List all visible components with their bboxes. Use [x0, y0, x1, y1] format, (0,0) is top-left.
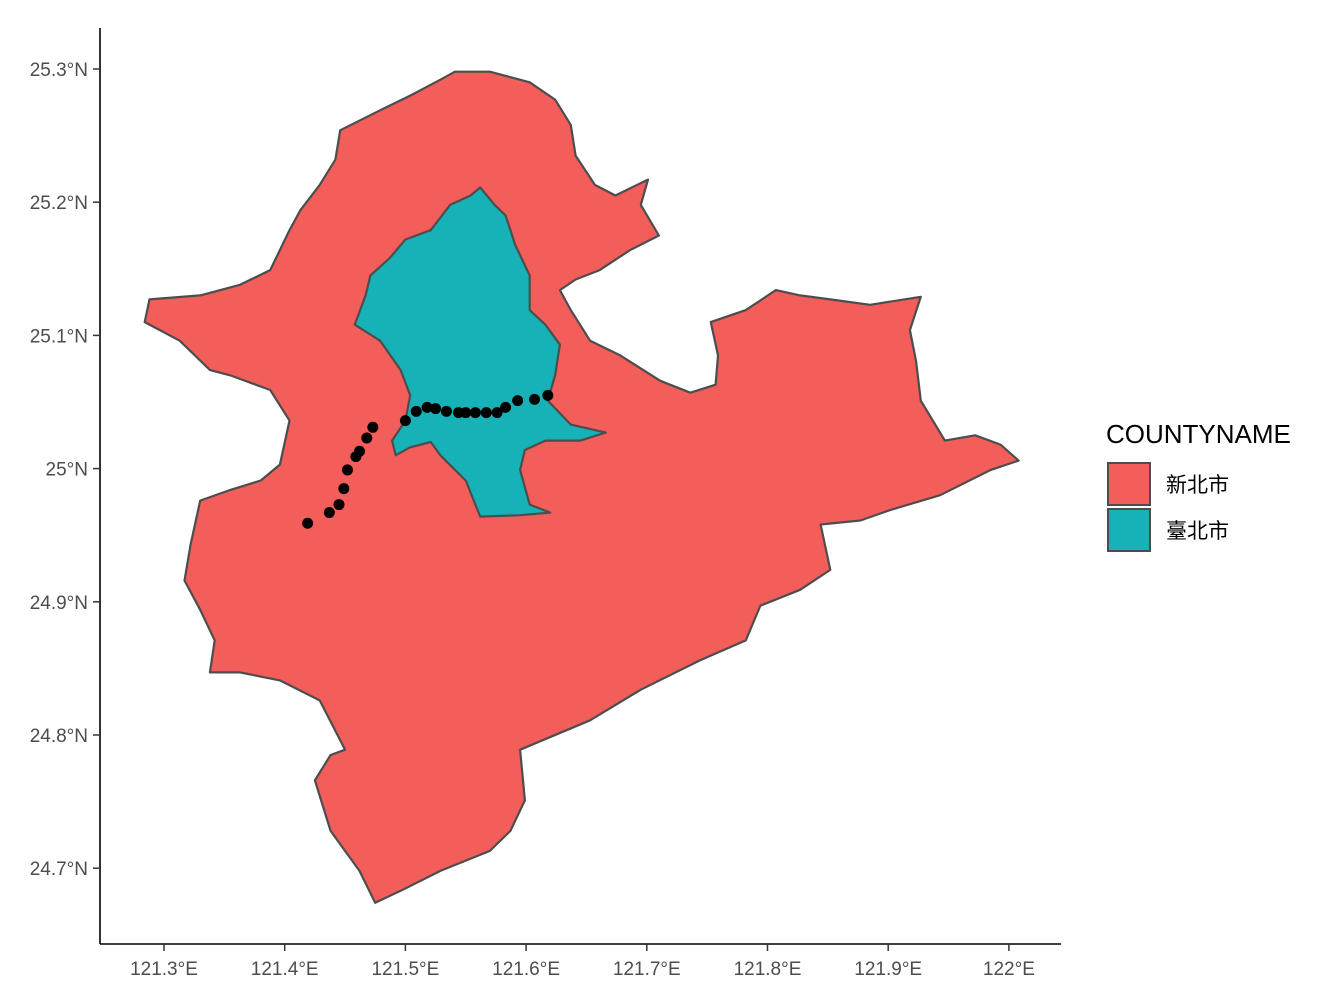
x-tick-label: 121.3°E: [130, 959, 198, 980]
x-tick-label: 122°E: [983, 959, 1035, 980]
x-tick-label: 121.5°E: [371, 959, 439, 980]
y-tick-label: 24.9°N: [30, 593, 88, 614]
data-point: [542, 389, 554, 401]
data-point: [399, 415, 411, 427]
data-point: [512, 395, 524, 407]
data-point: [421, 401, 433, 413]
legend-key-new-taipei: [1107, 462, 1151, 506]
y-tick-label: 24.8°N: [30, 726, 88, 747]
legend-label-taipei: 臺北市: [1166, 519, 1229, 543]
data-point: [469, 407, 481, 419]
data-point: [480, 407, 492, 419]
data-point: [341, 464, 353, 476]
x-tick-label: 121.8°E: [734, 959, 802, 980]
legend: COUNTYNAME 新北市 臺北市: [1106, 419, 1291, 552]
y-tick-label: 24.7°N: [30, 859, 88, 880]
data-point: [367, 421, 379, 433]
data-point: [460, 407, 472, 419]
data-point: [302, 517, 314, 529]
y-tick-label: 25°N: [46, 460, 88, 481]
data-point: [410, 405, 422, 417]
data-point: [491, 407, 503, 419]
y-tick-label: 25.2°N: [30, 193, 88, 214]
region-new-taipei: [143, 70, 1020, 904]
legend-label-new-taipei: 新北市: [1166, 473, 1229, 497]
x-tick-label: 121.4°E: [251, 959, 319, 980]
data-point: [430, 403, 442, 415]
data-point: [333, 499, 345, 511]
x-tick-label: 121.6°E: [492, 959, 560, 980]
data-point: [361, 432, 373, 444]
data-point: [338, 483, 350, 495]
x-axis-ticks: 121.3°E 121.4°E 121.5°E 121.6°E 121.7°E 121.8…: [130, 944, 1035, 980]
data-point: [354, 445, 366, 457]
map-regions: [143, 70, 1020, 904]
y-tick-label: 25.1°N: [30, 326, 88, 347]
x-tick-label: 121.7°E: [613, 959, 681, 980]
legend-title: COUNTYNAME: [1106, 419, 1291, 449]
y-tick-label: 25.3°N: [30, 60, 88, 81]
data-point: [529, 393, 541, 405]
legend-key-taipei: [1107, 508, 1151, 552]
map-points: [302, 389, 554, 529]
data-point: [500, 401, 512, 413]
data-point: [440, 405, 452, 417]
y-axis-ticks: 24.7°N 24.8°N 24.9°N 25°N 25.1°N 25.2°N 25.3°N: [30, 60, 100, 880]
data-point: [323, 507, 335, 519]
x-tick-label: 121.9°E: [854, 959, 922, 980]
region-taipei: [353, 186, 607, 518]
